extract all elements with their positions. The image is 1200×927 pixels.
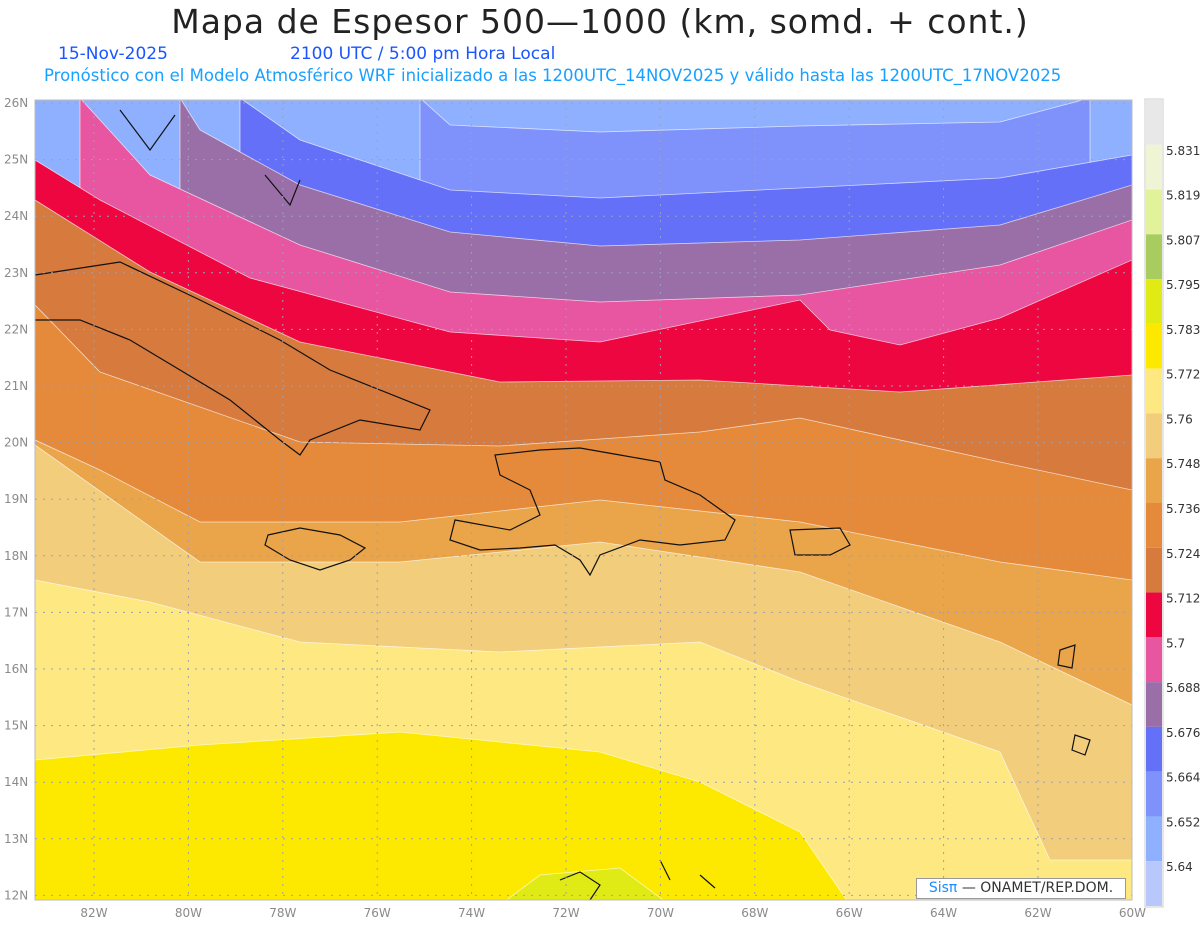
lon-label: 64W (930, 906, 957, 920)
lon-label: 74W (458, 906, 485, 920)
colorbar-label: 5.724 (1166, 547, 1200, 561)
lat-label: 18N (4, 549, 28, 563)
colorbar-label: 5.748 (1166, 457, 1200, 471)
coastline (659, 859, 671, 881)
colorbar-swatch (1146, 368, 1162, 414)
colorbar-swatch (1146, 503, 1162, 548)
lon-label: 82W (80, 906, 107, 920)
lon-label: 68W (741, 906, 768, 920)
lon-label: 80W (175, 906, 202, 920)
lat-label: 14N (4, 775, 28, 789)
lon-label: 72W (552, 906, 579, 920)
coastline (789, 527, 851, 556)
lon-label: 60W (1119, 906, 1146, 920)
coastline (264, 527, 367, 571)
map-frame (34, 99, 1133, 901)
colorbar-label: 5.831 (1166, 144, 1200, 158)
colorbar-swatch (1146, 726, 1162, 772)
lat-label: 23N (4, 266, 28, 280)
lat-label: 21N (4, 379, 28, 393)
coastline (1057, 644, 1076, 669)
lon-label: 76W (364, 906, 391, 920)
colorbar-swatch (1146, 816, 1162, 862)
colorbar-swatch (1146, 592, 1162, 638)
colorbar-label: 5.783 (1166, 323, 1200, 337)
coastline (35, 261, 431, 456)
colorbar-label: 5.807 (1166, 233, 1200, 247)
colorbar-swatch (1146, 547, 1162, 593)
colorbar-swatch (1146, 234, 1162, 280)
colorbar-frame (1144, 98, 1164, 908)
colorbar-swatch (1146, 771, 1162, 817)
colorbar-swatch (1146, 100, 1162, 145)
coastline (119, 109, 176, 152)
colorbar-label: 5.676 (1166, 726, 1200, 740)
lat-label: 13N (4, 832, 28, 846)
credit-text: — ONAMET/REP.DOM. (961, 880, 1114, 896)
colorbar-swatch (1146, 861, 1162, 906)
lat-label: 26N (4, 96, 28, 110)
coastline (559, 871, 601, 900)
lat-label: 17N (4, 605, 28, 619)
forecast-date: 15-Nov-2025 (58, 44, 168, 64)
colorbar-swatch (1146, 323, 1162, 369)
colorbar-swatch (1146, 637, 1162, 683)
thickness-band (35, 731, 1132, 900)
colorbar-label: 5.64 (1166, 860, 1193, 874)
colorbar-label: 5.795 (1166, 278, 1200, 292)
colorbar-label: 5.712 (1166, 592, 1200, 606)
coastline (1071, 734, 1091, 756)
model-info: Pronóstico con el Modelo Atmosférico WRF… (44, 66, 1062, 85)
lat-label: 20N (4, 436, 28, 450)
lon-label: 78W (269, 906, 296, 920)
lon-label: 66W (836, 906, 863, 920)
lon-label: 70W (647, 906, 674, 920)
coastline (449, 447, 736, 577)
lat-label: 24N (4, 209, 28, 223)
lat-label: 22N (4, 322, 28, 336)
credit-box: Sisπ — ONAMET/REP.DOM. (916, 878, 1126, 899)
sispi-logo: Sisπ (928, 880, 958, 896)
colorbar-label: 5.652 (1166, 815, 1200, 829)
forecast-time: 2100 UTC / 5:00 pm Hora Local (290, 44, 556, 64)
colorbar-swatch (1146, 279, 1162, 324)
lat-label: 25N (4, 153, 28, 167)
shaded-field (35, 100, 1132, 900)
map-title: Mapa de Espesor 500—1000 (km, somd. + co… (171, 2, 1029, 41)
colorbar-label: 5.688 (1166, 681, 1200, 695)
colorbar-swatch (1146, 189, 1162, 235)
colorbar-label: 5.772 (1166, 368, 1200, 382)
lat-label: 12N (4, 888, 28, 902)
colorbar-label: 5.736 (1166, 502, 1200, 516)
colorbar-label: 5.76 (1166, 412, 1193, 426)
colorbar-swatch (1146, 144, 1162, 190)
colorbar-label: 5.7 (1166, 636, 1185, 650)
lon-label: 62W (1024, 906, 1051, 920)
colorbar-swatch (1146, 413, 1162, 459)
coastline (699, 874, 716, 889)
colorbar-swatch (1146, 458, 1162, 503)
colorbar-label: 5.664 (1166, 771, 1200, 785)
colorbar-swatch (1146, 682, 1162, 727)
coastline (264, 174, 301, 207)
colorbar-label: 5.819 (1166, 189, 1200, 203)
thickness-band (499, 867, 671, 900)
lat-label: 16N (4, 662, 28, 676)
lat-label: 15N (4, 719, 28, 733)
lat-label: 19N (4, 492, 28, 506)
